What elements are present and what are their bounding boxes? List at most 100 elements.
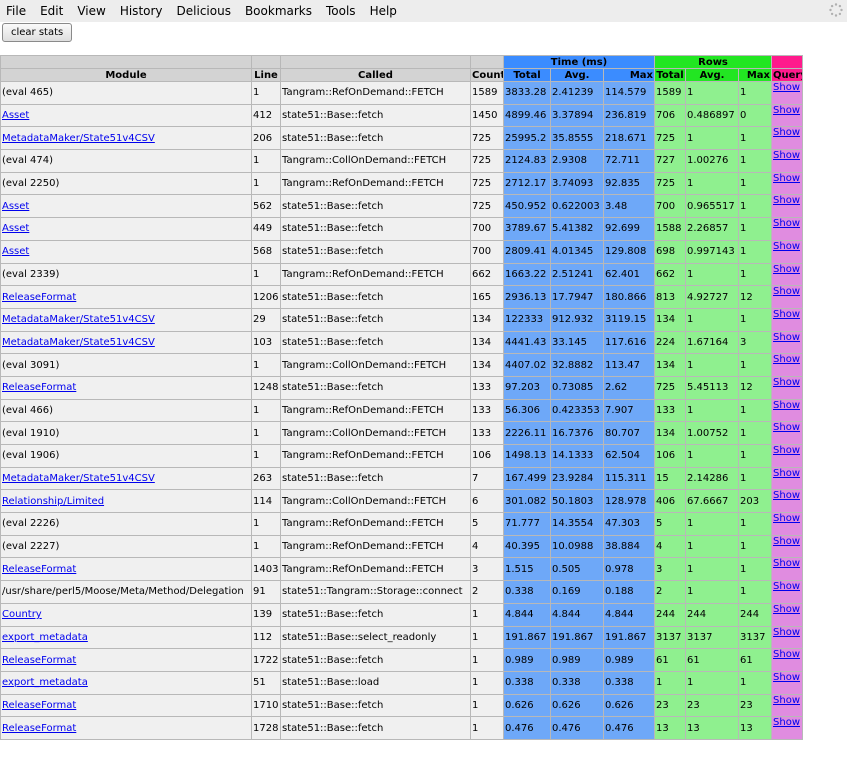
rows-total-cell: 662 [655, 263, 686, 286]
show-query-link[interactable]: Show [773, 105, 800, 116]
module-link[interactable]: Country [2, 609, 42, 620]
rows-total-cell: 23 [655, 694, 686, 717]
show-query-link[interactable]: Show [773, 627, 800, 638]
rows-max-cell: 1 [739, 172, 772, 195]
time-avg-cell: 2.9308 [551, 150, 604, 173]
query-cell: Show [772, 649, 803, 672]
show-query-link[interactable]: Show [773, 377, 800, 388]
rows-total-cell: 706 [655, 104, 686, 127]
rows-max-cell: 1 [739, 82, 772, 105]
time-group-header: Time (ms) [504, 56, 655, 69]
time-total-cell: 97.203 [504, 376, 551, 399]
show-query-link[interactable]: Show [773, 332, 800, 343]
line-cell: 91 [252, 581, 281, 604]
count-cell: 725 [471, 150, 504, 173]
rows-avg-cell: 1 [686, 671, 739, 694]
show-query-link[interactable]: Show [773, 581, 800, 592]
count-cell: 7 [471, 467, 504, 490]
rows-total-cell: 725 [655, 376, 686, 399]
called-cell: Tangram::RefOnDemand::FETCH [281, 513, 471, 536]
module-link[interactable]: ReleaseFormat [2, 564, 76, 575]
menu-help[interactable]: Help [363, 4, 404, 18]
module-link[interactable]: export_metadata [2, 632, 88, 643]
module-link[interactable]: ReleaseFormat [2, 700, 76, 711]
show-query-link[interactable]: Show [773, 604, 800, 615]
rows-avg-cell: 1.00276 [686, 150, 739, 173]
show-query-link[interactable]: Show [773, 536, 800, 547]
query-cell: Show [772, 195, 803, 218]
show-query-link[interactable]: Show [773, 354, 800, 365]
module-link[interactable]: ReleaseFormat [2, 382, 76, 393]
time-max-cell: 72.711 [604, 150, 655, 173]
module-link[interactable]: MetadataMaker/State51v4CSV [2, 314, 155, 325]
line-cell: 1722 [252, 649, 281, 672]
table-row: export_metadata 51 state51::Base::load 1 0.3… [1, 671, 803, 694]
show-query-link[interactable]: Show [773, 127, 800, 138]
line-cell: 103 [252, 331, 281, 354]
menu-file[interactable]: File [0, 4, 33, 18]
module-link[interactable]: Asset [2, 110, 29, 121]
time-avg-cell: 0.423353 [551, 399, 604, 422]
show-query-link[interactable]: Show [773, 150, 800, 161]
show-query-link[interactable]: Show [773, 422, 800, 433]
time-avg-cell: 10.0988 [551, 535, 604, 558]
line-cell: 1 [252, 172, 281, 195]
rows-avg-cell: 0.486897 [686, 104, 739, 127]
module-cell: Relationship/Limited [1, 490, 252, 513]
show-query-link[interactable]: Show [773, 717, 800, 728]
count-cell: 134 [471, 308, 504, 331]
module-link[interactable]: export_metadata [2, 677, 88, 688]
module-link[interactable]: MetadataMaker/State51v4CSV [2, 473, 155, 484]
module-link[interactable]: Relationship/Limited [2, 496, 104, 507]
show-query-link[interactable]: Show [773, 672, 800, 683]
show-query-link[interactable]: Show [773, 695, 800, 706]
menu-edit[interactable]: Edit [33, 4, 70, 18]
clear-stats-button[interactable]: clear stats [2, 23, 72, 42]
module-link[interactable]: ReleaseFormat [2, 723, 76, 734]
show-query-link[interactable]: Show [773, 173, 800, 184]
table-row: (eval 2250) 1 Tangram::RefOnDemand::FETCH 7… [1, 172, 803, 195]
menu-history[interactable]: History [113, 4, 170, 18]
rows-avg-cell: 5.45113 [686, 376, 739, 399]
rows-max-cell: 1 [739, 240, 772, 263]
menu-view[interactable]: View [70, 4, 112, 18]
count-cell: 4 [471, 535, 504, 558]
menu-tools[interactable]: Tools [319, 4, 363, 18]
called-cell: Tangram::RefOnDemand::FETCH [281, 445, 471, 468]
show-query-link[interactable]: Show [773, 649, 800, 660]
show-query-link[interactable]: Show [773, 468, 800, 479]
show-query-link[interactable]: Show [773, 558, 800, 569]
menu-delicious[interactable]: Delicious [170, 4, 238, 18]
table-row: Asset 568 state51::Base::fetch 700 2809.41 4.… [1, 240, 803, 263]
rows-total-cell: 244 [655, 603, 686, 626]
show-query-link[interactable]: Show [773, 286, 800, 297]
module-link[interactable]: MetadataMaker/State51v4CSV [2, 337, 155, 348]
show-query-link[interactable]: Show [773, 218, 800, 229]
time-max-cell: 129.808 [604, 240, 655, 263]
show-query-link[interactable]: Show [773, 82, 800, 93]
module-cell: ReleaseFormat [1, 558, 252, 581]
show-query-link[interactable]: Show [773, 241, 800, 252]
count-cell: 725 [471, 172, 504, 195]
show-query-link[interactable]: Show [773, 195, 800, 206]
time-max-cell: 218.671 [604, 127, 655, 150]
module-cell: MetadataMaker/State51v4CSV [1, 308, 252, 331]
show-query-link[interactable]: Show [773, 513, 800, 524]
module-link[interactable]: MetadataMaker/State51v4CSV [2, 133, 155, 144]
show-query-link[interactable]: Show [773, 264, 800, 275]
module-link[interactable]: Asset [2, 246, 29, 257]
query-cell: Show [772, 218, 803, 241]
table-row: export_metadata 112 state51::Base::select_… [1, 626, 803, 649]
table-row: Asset 449 state51::Base::fetch 700 3789.67 5.… [1, 218, 803, 241]
module-link[interactable]: Asset [2, 223, 29, 234]
module-link[interactable]: ReleaseFormat [2, 655, 76, 666]
show-query-link[interactable]: Show [773, 309, 800, 320]
menu-bookmarks[interactable]: Bookmarks [238, 4, 319, 18]
show-query-link[interactable]: Show [773, 445, 800, 456]
module-link[interactable]: ReleaseFormat [2, 292, 76, 303]
time-total-cell: 40.395 [504, 535, 551, 558]
module-link[interactable]: Asset [2, 201, 29, 212]
show-query-link[interactable]: Show [773, 400, 800, 411]
show-query-link[interactable]: Show [773, 490, 800, 501]
line-cell: 206 [252, 127, 281, 150]
